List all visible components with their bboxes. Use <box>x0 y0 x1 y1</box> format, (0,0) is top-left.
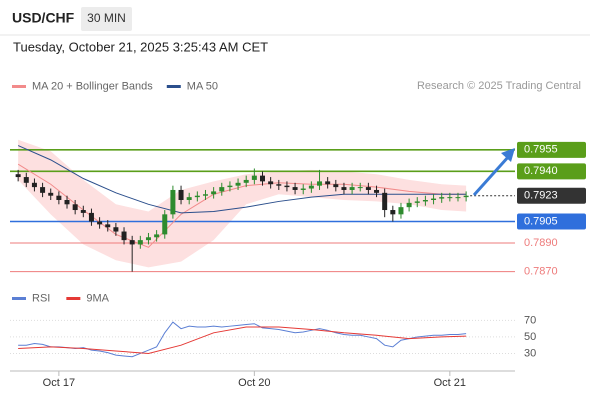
legend-label: RSI <box>32 292 50 304</box>
candle-body <box>88 212 94 222</box>
x-tick-label: Oct 17 <box>43 377 75 389</box>
candle-body <box>308 185 314 189</box>
candle-body <box>72 204 78 211</box>
y-tick-label: 30 <box>524 347 536 359</box>
candle-body <box>439 197 445 199</box>
candle-body <box>414 201 420 203</box>
level-label-box <box>517 163 586 180</box>
x-tick-label: Oct 21 <box>434 377 466 389</box>
candle-body <box>382 192 388 211</box>
candle-body <box>374 189 380 193</box>
legend-swatch <box>66 297 81 300</box>
candle-body <box>23 177 29 183</box>
legend-label: MA 50 <box>187 80 218 92</box>
credit: Research © 2025 Trading Central <box>417 80 581 92</box>
level-label: 0.7890 <box>524 237 558 249</box>
level-label: 0.7955 <box>524 144 558 156</box>
candle-body <box>121 231 127 241</box>
candle-body <box>406 202 412 208</box>
candle-body <box>455 197 461 199</box>
candle-body <box>80 210 86 213</box>
legend-swatch <box>12 85 26 88</box>
level-label-box <box>517 141 586 158</box>
candle-body <box>129 240 135 245</box>
candle-body <box>202 194 208 196</box>
candle-body <box>325 181 331 185</box>
candle-body <box>300 188 306 190</box>
level-label: 0.7940 <box>524 165 558 177</box>
candle-body <box>178 189 184 200</box>
legend-swatch <box>12 297 26 300</box>
candle-body <box>284 185 290 188</box>
candle-body <box>235 182 241 186</box>
y-tick-label: 70 <box>524 314 536 326</box>
candle-body <box>227 185 233 188</box>
interval-badge <box>81 7 132 31</box>
candle-body <box>251 175 257 180</box>
level-label: 0.7870 <box>524 266 558 278</box>
candle-body <box>162 214 168 235</box>
level-label-box <box>517 187 586 204</box>
candle-body <box>219 187 225 192</box>
moving-average <box>17 145 467 214</box>
candle-body <box>398 207 404 215</box>
candle-body <box>186 197 192 200</box>
candle-body <box>56 195 62 200</box>
level-label: 0.7905 <box>524 215 558 227</box>
candle-body <box>317 181 323 186</box>
forecast-arrow <box>472 154 511 197</box>
candle-body <box>333 184 339 188</box>
candle-body <box>97 221 103 225</box>
candle-body <box>137 240 143 245</box>
level-label: 0.7923 <box>524 190 558 202</box>
candle-body <box>463 195 469 198</box>
candle-body <box>105 224 111 228</box>
candle-body <box>211 191 217 195</box>
candle-body <box>276 184 282 186</box>
candle-body <box>292 187 298 190</box>
price-panel: 0.7955 0.7940 0.7923 0.7905 0.7890 0.7870 MA 2… <box>10 80 586 389</box>
candle-body <box>243 179 249 183</box>
candle-body <box>268 181 274 185</box>
candle-body <box>48 192 54 196</box>
series-line <box>18 326 467 354</box>
candle-body <box>145 237 151 241</box>
candle-body <box>170 189 176 215</box>
candle-body <box>40 187 46 193</box>
candle-body <box>422 200 428 202</box>
bollinger-band <box>18 139 467 268</box>
candle-body <box>357 187 363 189</box>
legend-label: 9MA <box>86 292 109 304</box>
candle-body <box>15 174 21 178</box>
arrow-head <box>501 148 515 162</box>
rsi-panel: 70 50 30 RSI 9MA <box>10 292 536 359</box>
candle-body <box>431 198 437 200</box>
candle-body <box>349 187 355 190</box>
legend-label: MA 20 + Bollinger Bands <box>32 80 153 92</box>
candle-body <box>64 200 70 205</box>
candle-body <box>154 234 160 238</box>
candle-body <box>390 210 396 215</box>
datetime: Tuesday, October 21, 2025 3:25:43 AM CET <box>13 39 268 54</box>
legend-swatch <box>166 85 181 88</box>
symbol: USD/CHF <box>12 10 75 26</box>
candle-body <box>341 187 347 190</box>
x-tick-label: Oct 20 <box>238 377 270 389</box>
interval: 30 MIN <box>87 11 126 25</box>
series-line <box>18 321 467 358</box>
candle-body <box>31 182 37 188</box>
level-label-box <box>517 213 586 230</box>
candle-body <box>447 197 453 199</box>
candle-body <box>113 227 119 232</box>
candle-body <box>365 187 371 190</box>
y-tick-label: 50 <box>524 331 536 343</box>
candle-body <box>194 195 200 198</box>
candle-body <box>260 175 265 182</box>
